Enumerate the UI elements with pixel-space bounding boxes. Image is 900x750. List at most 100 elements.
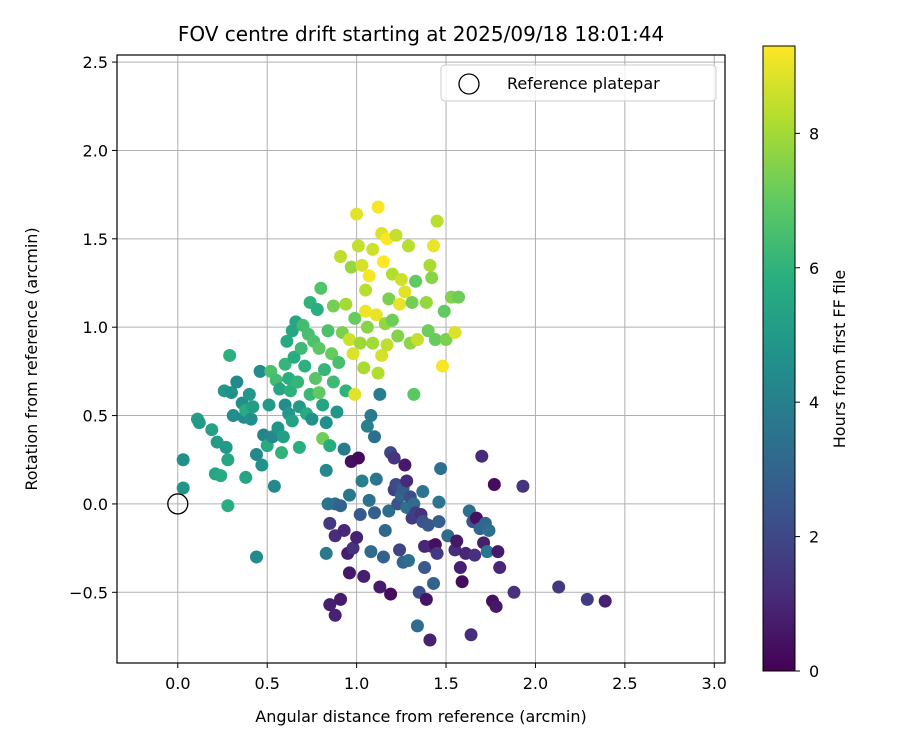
- y-tick-label: 2.0: [83, 141, 108, 160]
- data-point: [328, 608, 342, 622]
- data-point: [371, 366, 385, 380]
- data-point: [214, 469, 228, 483]
- data-point: [389, 228, 403, 242]
- colorbar-tick-label: 0: [809, 662, 819, 681]
- data-point: [437, 304, 451, 318]
- data-point: [359, 304, 373, 318]
- data-point: [308, 371, 322, 385]
- x-tick-label: 1.5: [433, 674, 458, 693]
- data-point: [516, 479, 530, 493]
- data-point: [368, 506, 382, 520]
- data-point: [448, 325, 462, 339]
- data-point: [280, 334, 294, 348]
- y-tick-label: 0.5: [83, 407, 108, 426]
- data-point: [357, 361, 371, 375]
- data-point: [419, 295, 433, 309]
- data-point: [382, 292, 396, 306]
- data-point: [350, 207, 364, 221]
- data-point: [419, 592, 433, 606]
- legend-marker-reference: [458, 73, 480, 95]
- data-point: [384, 587, 398, 601]
- data-point: [416, 485, 430, 499]
- data-point: [344, 260, 358, 274]
- colorbar-tick-label: 2: [809, 528, 819, 547]
- data-point: [192, 416, 206, 430]
- data-point: [176, 453, 190, 467]
- data-point: [326, 299, 340, 313]
- data-point: [430, 546, 444, 560]
- data-point: [580, 592, 594, 606]
- data-point: [409, 274, 423, 288]
- data-point: [382, 504, 396, 518]
- data-point: [337, 523, 351, 537]
- y-tick-label: 1.5: [83, 230, 108, 249]
- data-point: [464, 628, 478, 642]
- data-point: [385, 313, 399, 327]
- x-tick-label: 2.5: [612, 674, 637, 693]
- data-point: [435, 359, 449, 373]
- x-axis-ticks: 0.0 0.5 1.0 1.5 2.0 2.5 3.0: [165, 663, 727, 693]
- data-point: [326, 375, 340, 389]
- data-point: [317, 363, 331, 377]
- data-point: [359, 283, 373, 297]
- data-point: [425, 271, 439, 285]
- data-point: [267, 479, 281, 493]
- y-tick-label: 2.5: [83, 53, 108, 72]
- data-point: [353, 508, 367, 522]
- data-point: [351, 451, 365, 465]
- data-point: [430, 214, 444, 228]
- data-point: [393, 297, 407, 311]
- data-point: [401, 239, 415, 253]
- data-point: [489, 599, 503, 613]
- data-point: [432, 495, 446, 509]
- data-point: [226, 409, 240, 423]
- data-point: [223, 348, 237, 362]
- data-point: [452, 290, 466, 304]
- data-point: [287, 350, 301, 364]
- data-point: [421, 324, 435, 338]
- y-tick-label: 1.0: [83, 318, 108, 337]
- chart-title: FOV centre drift starting at 2025/09/18 …: [178, 22, 664, 46]
- data-point: [334, 249, 348, 263]
- data-point: [278, 357, 292, 371]
- data-point: [337, 442, 351, 456]
- x-tick-label: 2.0: [523, 674, 548, 693]
- data-point: [255, 458, 269, 472]
- data-point: [221, 453, 235, 467]
- data-point: [323, 516, 337, 530]
- data-point: [342, 566, 356, 580]
- data-point: [598, 594, 612, 608]
- data-point: [362, 269, 376, 283]
- data-point: [366, 336, 380, 350]
- data-point: [314, 281, 328, 295]
- legend-label-reference: Reference platepar: [507, 74, 660, 93]
- data-point: [380, 338, 394, 352]
- data-point: [350, 531, 364, 545]
- data-point: [410, 619, 424, 633]
- data-point: [482, 523, 496, 537]
- data-point: [427, 239, 441, 253]
- data-point: [455, 575, 469, 589]
- data-point: [262, 398, 276, 412]
- data-point: [421, 518, 435, 532]
- data-point: [323, 439, 337, 453]
- x-tick-label: 3.0: [702, 674, 727, 693]
- data-point: [348, 311, 362, 325]
- grid-lines: [117, 55, 725, 663]
- data-point: [323, 598, 337, 612]
- data-point: [321, 324, 335, 338]
- data-point: [391, 329, 405, 343]
- data-point: [394, 272, 408, 286]
- data-point: [360, 419, 374, 433]
- data-point: [487, 477, 501, 491]
- colorbar-tick-label: 4: [809, 393, 819, 412]
- data-point: [376, 255, 390, 269]
- colorbar: [762, 45, 796, 672]
- data-point: [493, 561, 507, 575]
- data-point: [334, 499, 348, 513]
- data-point: [273, 382, 287, 396]
- data-point: [221, 499, 235, 513]
- data-point: [244, 412, 258, 426]
- data-point: [239, 470, 253, 484]
